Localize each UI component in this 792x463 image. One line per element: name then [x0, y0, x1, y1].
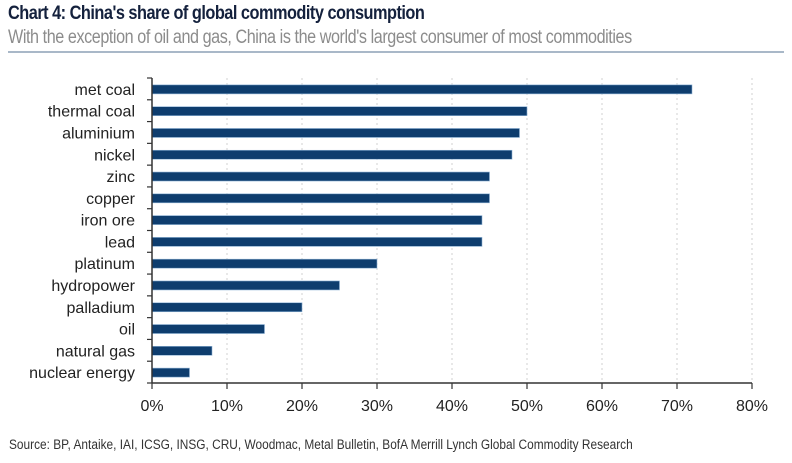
category-label: thermal coal: [48, 104, 135, 121]
x-tick-label: 60%: [586, 398, 618, 415]
category-label: iron ore: [81, 213, 135, 230]
x-tick-label: 0%: [140, 398, 163, 415]
axes: [147, 77, 753, 389]
bar-met-coal: [151, 84, 693, 95]
bar-oil: [151, 324, 265, 334]
bar-copper: [151, 193, 490, 204]
bar-natural-gas: [151, 346, 213, 356]
x-tick-labels: 0% 10% 20% 30% 40% 50% 60% 70% 80%: [140, 398, 768, 415]
bar-hydropower: [151, 280, 340, 291]
header-divider: [8, 51, 784, 53]
bar-palladium: [151, 302, 303, 313]
bar-nuclear-energy: [151, 367, 190, 378]
category-label: copper: [86, 191, 136, 208]
category-label: nuclear energy: [29, 365, 135, 382]
chart-title: Chart 4: China's share of global commodi…: [8, 3, 425, 24]
gridlines: [226, 78, 753, 383]
x-tick-label: 30%: [361, 398, 393, 415]
bar-zinc: [151, 171, 490, 182]
x-tick-label: 10%: [211, 398, 243, 415]
category-label: oil: [119, 322, 135, 339]
source-note: Source: BP, Antaike, IAI, ICSG, INSG, CR…: [9, 437, 633, 452]
category-label: lead: [105, 234, 135, 251]
category-label: natural gas: [56, 343, 135, 360]
bars: [151, 84, 693, 378]
category-labels: met coal thermal coal aluminium nickel zinc c…: [29, 82, 136, 382]
category-label: palladium: [67, 300, 135, 317]
bar-lead: [151, 237, 483, 247]
x-tick-label: 40%: [436, 398, 468, 415]
x-tick-label: 70%: [661, 398, 693, 415]
bar-nickel: [151, 149, 513, 160]
category-label: aluminium: [62, 125, 135, 142]
x-tick-label: 20%: [286, 398, 318, 415]
category-label: hydropower: [51, 278, 135, 295]
x-tick-label: 80%: [736, 398, 768, 415]
x-tick-label: 50%: [511, 398, 543, 415]
category-label: platinum: [75, 256, 135, 273]
bar-iron-ore: [151, 215, 483, 225]
category-label: zinc: [107, 169, 135, 186]
category-label: met coal: [75, 82, 135, 99]
chart-subtitle: With the exception of oil and gas, China…: [8, 27, 632, 48]
bar-aluminium: [151, 128, 520, 138]
bar-thermal-coal: [151, 106, 528, 116]
bar-platinum: [151, 258, 378, 269]
category-label: nickel: [94, 147, 135, 164]
